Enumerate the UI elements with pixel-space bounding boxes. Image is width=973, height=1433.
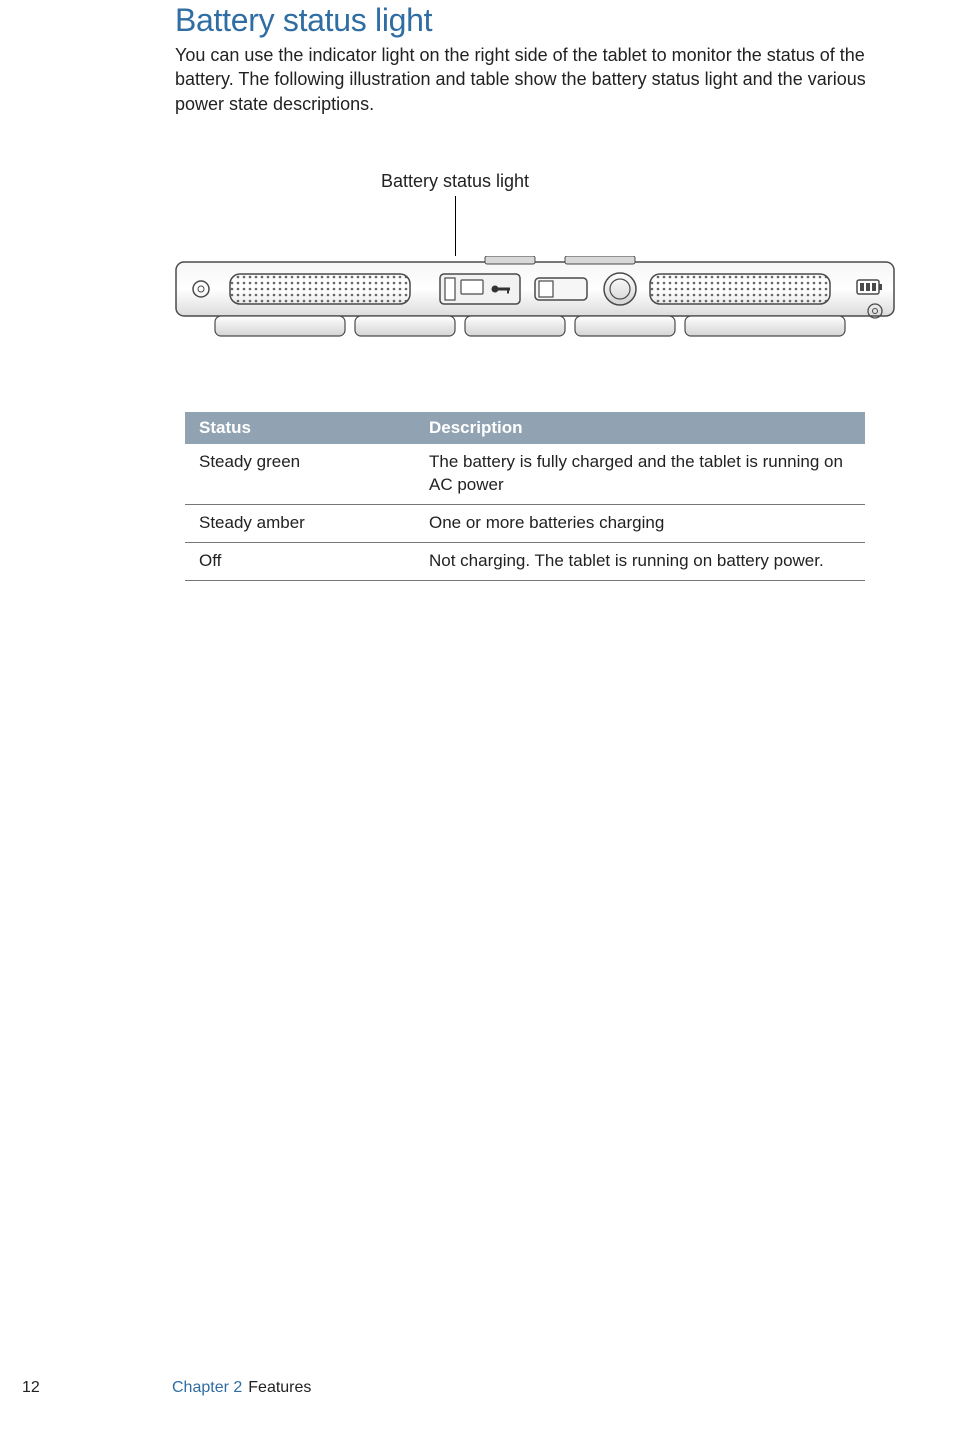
callout-leader-line [455, 196, 456, 256]
page-footer: 12 Chapter 2 Features [0, 1379, 973, 1397]
section-title: Battery status light [175, 2, 888, 39]
cell-description: Not charging. The tablet is running on b… [415, 542, 865, 580]
chapter-title: Features [248, 1379, 311, 1397]
device-side-illustration [175, 256, 895, 342]
page-number: 12 [22, 1379, 172, 1397]
chapter-label: Chapter 2 [172, 1379, 242, 1397]
section-intro: You can use the indicator light on the r… [175, 43, 885, 116]
col-description: Description [415, 412, 865, 444]
table-row: Steady amber One or more batteries charg… [185, 504, 865, 542]
cell-description: One or more batteries charging [415, 504, 865, 542]
table-row: Off Not charging. The tablet is running … [185, 542, 865, 580]
table-header-row: Status Description [185, 412, 865, 444]
cell-description: The battery is fully charged and the tab… [415, 444, 865, 504]
status-table: Status Description Steady green The batt… [185, 412, 865, 581]
cell-status: Steady amber [185, 504, 415, 542]
col-status: Status [185, 412, 415, 444]
device-figure: Battery status light [175, 171, 895, 342]
cell-status: Steady green [185, 444, 415, 504]
table-row: Steady green The battery is fully charge… [185, 444, 865, 504]
callout-label: Battery status light [95, 171, 815, 192]
cell-status: Off [185, 542, 415, 580]
